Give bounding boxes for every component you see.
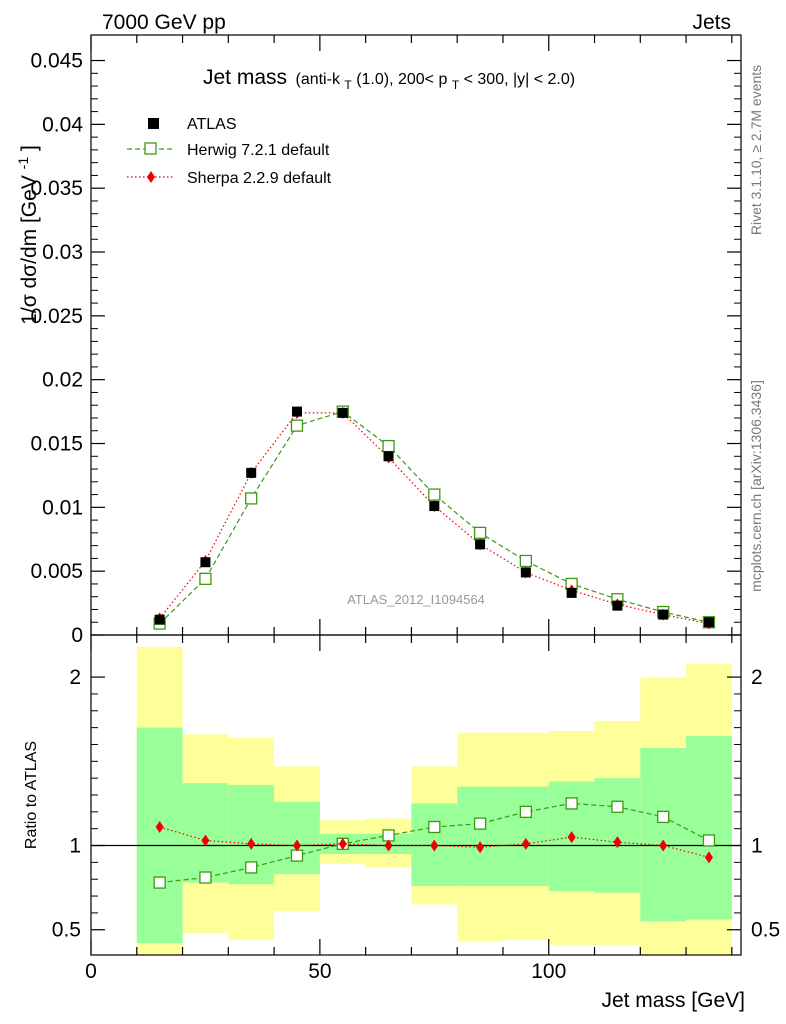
atlas-data-point bbox=[337, 407, 348, 418]
header-jets-label: Jets bbox=[692, 11, 731, 34]
analysis-id-label: ATLAS_2012_I1094564 bbox=[347, 592, 485, 607]
atlas-data-point bbox=[291, 406, 302, 417]
herwig-point bbox=[473, 526, 487, 540]
legend-atlas-marker bbox=[148, 118, 159, 129]
ratio-inner-band bbox=[594, 778, 641, 893]
x-tick-label: 50 bbox=[308, 960, 331, 983]
legend-herwig-label: Herwig 7.2.1 default bbox=[187, 142, 330, 159]
ratio-sherpa-point bbox=[430, 839, 439, 852]
ratio-herwig-point bbox=[428, 820, 441, 834]
ratio-herwig-point bbox=[199, 871, 212, 884]
chart-title: Jet mass (anti-k T (1.0), 200< p T < 300… bbox=[203, 66, 575, 93]
ratio-uncertainty-bands bbox=[136, 646, 732, 955]
ratio-sherpa-point bbox=[155, 821, 164, 833]
ratio-sherpa-series bbox=[155, 821, 713, 864]
rivet-version-label: Rivet 3.1.10, ≥ 2.7M events bbox=[748, 65, 764, 235]
ratio-sherpa-point bbox=[384, 839, 393, 852]
ratio-herwig-point bbox=[611, 800, 624, 813]
ratio-inner-band bbox=[136, 727, 183, 944]
main-y-tick-label: 0.035 bbox=[30, 177, 83, 200]
atlas-data-series bbox=[154, 406, 714, 628]
atlas-data-point bbox=[520, 567, 531, 578]
main-y-tick-label: 0.005 bbox=[30, 560, 83, 583]
main-y-axis: 0 0.005 0.01 0.015 0.02 0.025 0.03 0.035 0.04 0.0… bbox=[30, 50, 741, 647]
herwig-point bbox=[290, 419, 304, 432]
herwig-point bbox=[428, 488, 441, 501]
main-y-tick-label: 0.045 bbox=[30, 50, 83, 73]
source-reference-label: mcplots.cern.ch [arXiv:1306.3436] bbox=[748, 380, 764, 592]
ratio-inner-band bbox=[686, 736, 732, 920]
legend-herwig-marker bbox=[144, 142, 157, 155]
ratio-sherpa-point bbox=[201, 834, 210, 847]
herwig-point bbox=[199, 572, 212, 585]
ratio-sherpa-point bbox=[567, 831, 576, 844]
atlas-data-point bbox=[658, 609, 669, 620]
ratio-inner-band bbox=[457, 786, 503, 886]
ratio-herwig-point bbox=[245, 861, 258, 874]
ratio-panel: 0.5 0.5 1 1 2 2 0 50 100 Ratio to ATLAS Jet mas… bbox=[23, 634, 780, 1012]
legend-sherpa-label: Sherpa 2.2.9 default bbox=[187, 170, 332, 187]
ratio-herwig-point bbox=[657, 810, 670, 824]
ratio-herwig-point bbox=[473, 817, 487, 830]
main-y-tick-label: 0.015 bbox=[30, 433, 83, 456]
legend-sherpa-marker bbox=[147, 171, 155, 183]
atlas-data-point bbox=[703, 617, 714, 628]
atlas-data-point bbox=[429, 501, 440, 512]
main-y-tick-label: 0 bbox=[71, 624, 83, 647]
ratio-y-tick-label-right: 1 bbox=[751, 835, 763, 858]
ratio-y-axis-label: Ratio to ATLAS bbox=[23, 741, 40, 849]
x-axis-label: Jet mass [GeV] bbox=[601, 989, 745, 1012]
ratio-sherpa-point bbox=[659, 839, 668, 852]
main-y-tick-label: 0.01 bbox=[42, 496, 83, 519]
herwig-point bbox=[519, 554, 533, 568]
ratio-y-tick-label: 1 bbox=[69, 835, 81, 858]
ratio-herwig-point bbox=[382, 829, 395, 842]
atlas-data-point bbox=[566, 587, 577, 598]
ratio-sherpa-point bbox=[338, 837, 347, 850]
ratio-inner-band bbox=[502, 786, 549, 886]
ratio-y-tick-label: 2 bbox=[69, 666, 81, 689]
ratio-inner-band bbox=[182, 783, 229, 883]
ratio-sherpa-point bbox=[704, 851, 713, 864]
ratio-herwig-point bbox=[565, 797, 578, 810]
main-x-ticks bbox=[90, 35, 733, 635]
atlas-data-point bbox=[246, 467, 257, 478]
atlas-data-point bbox=[612, 600, 623, 611]
ratio-herwig-point bbox=[153, 876, 166, 889]
ratio-inner-band bbox=[640, 747, 687, 922]
ratio-y-tick-label-right: 0.5 bbox=[751, 919, 780, 942]
atlas-data-point bbox=[475, 539, 486, 550]
ratio-sherpa-point bbox=[521, 837, 530, 850]
x-tick-label: 0 bbox=[85, 960, 97, 983]
ratio-sherpa-point bbox=[292, 839, 301, 852]
atlas-data-point bbox=[200, 557, 211, 568]
x-tick-label: 100 bbox=[531, 960, 566, 983]
ratio-herwig-point bbox=[519, 805, 533, 818]
header-energy-label: 7000 GeV pp bbox=[102, 11, 226, 34]
ratio-herwig-point bbox=[702, 834, 716, 847]
ratio-sherpa-point bbox=[247, 837, 256, 850]
legend-atlas-label: ATLAS bbox=[187, 116, 237, 133]
main-y-tick-label: 0.03 bbox=[42, 241, 83, 264]
main-y-axis-label: 1/σ dσ/dm [GeV -1 ] bbox=[10, 145, 41, 325]
ratio-y-tick-label-right: 2 bbox=[751, 666, 763, 689]
herwig-point bbox=[382, 439, 395, 453]
main-y-tick-label: 0.04 bbox=[42, 113, 83, 136]
legend: ATLAS Herwig 7.2.1 default Sherpa 2.2.9 … bbox=[127, 116, 332, 187]
x-axis: 0 50 100 bbox=[85, 635, 733, 983]
main-panel: 0 0.005 0.01 0.015 0.02 0.025 0.03 0.035 0.04 0.0… bbox=[10, 34, 742, 647]
main-y-tick-label: 0.025 bbox=[30, 305, 83, 328]
ratio-sherpa-point bbox=[476, 841, 485, 854]
ratio-herwig-point bbox=[290, 849, 304, 862]
herwig-point bbox=[245, 492, 258, 505]
ratio-inner-band bbox=[274, 801, 320, 875]
ratio-y-axis: 0.5 0.5 1 1 2 2 bbox=[52, 666, 780, 942]
main-y-tick-label: 0.02 bbox=[42, 369, 83, 392]
ratio-sherpa-point bbox=[613, 836, 622, 849]
ratio-y-tick-label: 0.5 bbox=[52, 919, 81, 942]
atlas-data-point bbox=[383, 451, 394, 462]
atlas-data-point bbox=[154, 614, 165, 625]
